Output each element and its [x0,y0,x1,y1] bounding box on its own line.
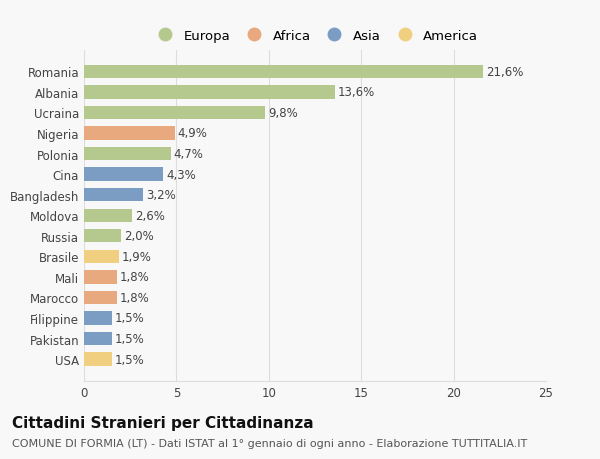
Bar [84,147,171,161]
Text: 21,6%: 21,6% [486,66,523,78]
Text: 4,7%: 4,7% [173,148,203,161]
Text: 1,8%: 1,8% [120,291,150,304]
Text: 13,6%: 13,6% [338,86,376,99]
Text: 1,9%: 1,9% [122,250,152,263]
Text: 9,8%: 9,8% [268,106,298,120]
Text: 3,2%: 3,2% [146,189,176,202]
Bar [84,209,132,223]
Bar [84,291,117,304]
Text: 1,5%: 1,5% [115,312,144,325]
Text: COMUNE DI FORMIA (LT) - Dati ISTAT al 1° gennaio di ogni anno - Elaborazione TUT: COMUNE DI FORMIA (LT) - Dati ISTAT al 1°… [12,438,527,448]
Bar [84,271,117,284]
Bar [84,189,143,202]
Bar [84,312,112,325]
Bar [84,230,121,243]
Bar [84,86,335,99]
Bar [84,127,175,140]
Bar [84,66,483,79]
Text: 2,0%: 2,0% [124,230,154,243]
Bar [84,106,265,120]
Legend: Europa, Africa, Asia, America: Europa, Africa, Asia, America [149,28,481,45]
Bar [84,250,119,263]
Bar [84,168,163,181]
Text: 1,5%: 1,5% [115,332,144,345]
Text: 1,5%: 1,5% [115,353,144,366]
Text: 4,3%: 4,3% [166,168,196,181]
Text: Cittadini Stranieri per Cittadinanza: Cittadini Stranieri per Cittadinanza [12,415,314,431]
Text: 4,9%: 4,9% [178,127,207,140]
Text: 1,8%: 1,8% [120,271,150,284]
Bar [84,353,112,366]
Text: 2,6%: 2,6% [135,209,164,222]
Bar [84,332,112,346]
